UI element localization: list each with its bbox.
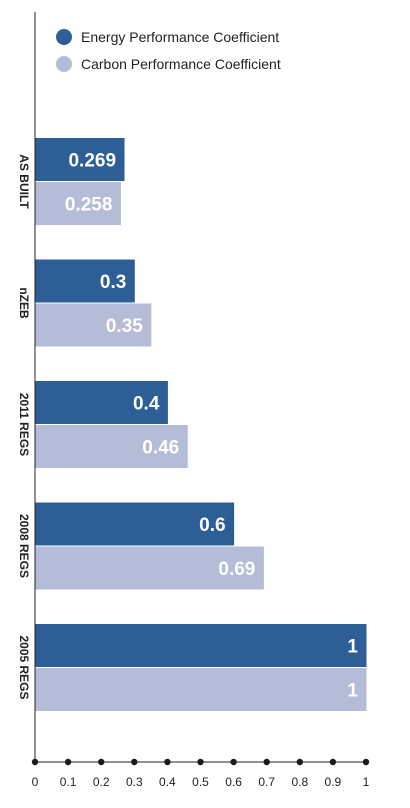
bar-value-label-1-0: 0.258 (65, 195, 113, 216)
bar-1-3 (35, 546, 264, 590)
legend: Energy Performance Coefficient Carbon Per… (56, 29, 281, 72)
bar-1-0 (35, 182, 121, 225)
bar-value-label-1-2: 0.46 (142, 438, 179, 459)
x-tick-label-5: 0.5 (192, 775, 209, 789)
bars-group: 0.269 0.258 0.3 0.35 0.4 0.46 0.6 0.69 1 1 (35, 138, 367, 711)
x-tick-label-10: 1 (363, 775, 370, 789)
x-tick-dot-5 (197, 758, 204, 766)
bar-value-label-1-4: 1 (347, 681, 358, 702)
x-tick-dot-6 (230, 758, 237, 766)
bar-value-label-1-3: 0.69 (218, 559, 255, 580)
x-tick-dot-0 (31, 758, 39, 766)
category-label-3: 2008 REGS (17, 514, 31, 578)
category-labels: AS BUILT nZEB 2011 REGS 2008 REGS 2005 REGS (17, 154, 31, 699)
x-tick-dot-10 (362, 758, 370, 766)
bar-0-1 (35, 259, 135, 303)
legend-label-0: Energy Performance Coefficient (81, 29, 279, 45)
category-label-4: 2005 REGS (17, 635, 31, 699)
bar-value-label-1-1: 0.35 (106, 316, 143, 337)
bar-1-1 (35, 303, 152, 347)
bar-0-0 (35, 138, 125, 181)
x-tick-label-6: 0.6 (225, 775, 242, 789)
x-tick-dot-1 (64, 758, 72, 766)
category-label-0: AS BUILT (17, 154, 31, 209)
x-tick-dot-4 (164, 758, 171, 766)
x-tick-label-8: 0.8 (291, 775, 308, 789)
category-label-1: nZEB (17, 287, 31, 319)
x-tick-label-3: 0.3 (126, 775, 143, 789)
category-label-2: 2011 REGS (17, 393, 31, 456)
bar-value-label-0-0: 0.269 (68, 151, 116, 172)
bar-0-3 (35, 502, 235, 546)
bar-value-label-0-3: 0.6 (199, 515, 225, 536)
bar-value-label-0-4: 1 (347, 637, 358, 658)
x-tick-label-2: 0.2 (93, 775, 110, 789)
x-tick-dot-7 (263, 758, 270, 766)
x-axis-ticks: 0 0.1 0.2 0.3 0.4 0.5 0.6 0.7 0.8 0.9 1 (31, 758, 370, 789)
x-tick-label-0: 0 (32, 775, 39, 789)
bar-0-2 (35, 381, 168, 424)
legend-swatch-1 (56, 56, 72, 72)
x-tick-dot-3 (131, 758, 138, 766)
legend-swatch-0 (56, 29, 72, 45)
x-tick-label-1: 0.1 (60, 775, 77, 789)
x-tick-label-9: 0.9 (325, 775, 342, 789)
legend-label-1: Carbon Performance Coefficient (81, 56, 281, 72)
x-tick-label-4: 0.4 (159, 775, 176, 789)
x-tick-dot-8 (296, 758, 303, 766)
bar-1-2 (35, 425, 188, 468)
x-tick-dot-2 (98, 758, 105, 766)
bar-1-4 (35, 668, 367, 711)
x-tick-label-7: 0.7 (258, 775, 275, 789)
x-tick-dot-9 (329, 758, 337, 766)
bar-value-label-0-1: 0.3 (100, 272, 126, 293)
bar-0-4 (35, 624, 367, 667)
bar-value-label-0-2: 0.4 (133, 394, 160, 415)
